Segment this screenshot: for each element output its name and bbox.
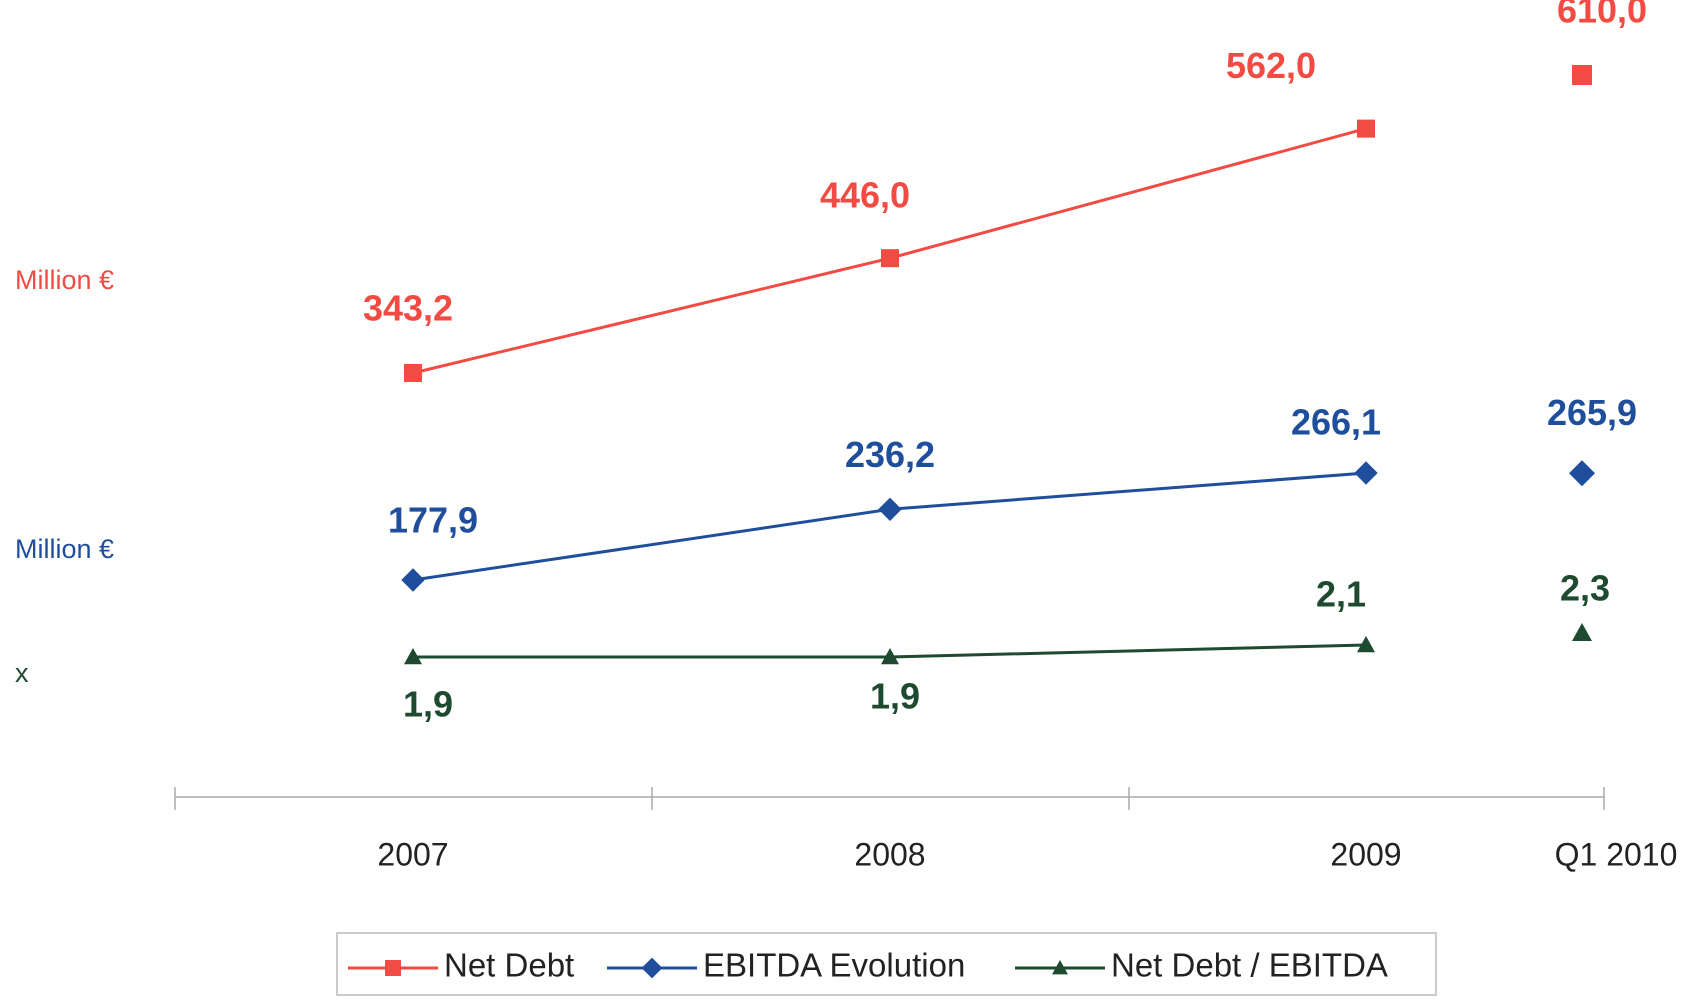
x-tick-label: 2007 (377, 836, 448, 872)
unit-label: Million € (15, 265, 114, 295)
marker (641, 957, 663, 979)
marker (1052, 960, 1068, 975)
data-label: 562,0 (1226, 45, 1316, 86)
data-label: 446,0 (820, 175, 910, 216)
x-tick-label: 2009 (1330, 836, 1401, 872)
data-label: 266,1 (1291, 402, 1381, 443)
marker (1357, 636, 1375, 653)
legend-label: Net Debt / EBITDA (1111, 947, 1388, 984)
marker (1354, 461, 1378, 485)
marker (1569, 460, 1595, 487)
data-label: 265,9 (1547, 392, 1637, 433)
legend-label: Net Debt (444, 947, 574, 984)
series-line (412, 471, 1367, 582)
data-label: 236,2 (845, 434, 935, 475)
marker (404, 364, 422, 382)
unit-label: Million € (15, 534, 114, 564)
marker (881, 249, 899, 268)
marker (1357, 119, 1375, 138)
marker (401, 568, 425, 592)
x-tick-label: 2008 (854, 836, 925, 872)
data-label: 1,9 (870, 676, 920, 717)
data-label: 610,0 (1557, 0, 1647, 31)
marker (878, 497, 902, 521)
marker (385, 960, 401, 976)
data-label: 2,1 (1316, 574, 1366, 615)
marker (881, 648, 899, 665)
marker (404, 648, 422, 665)
x-tick-label: Q1 2010 (1555, 836, 1678, 872)
data-label: 177,9 (388, 500, 478, 541)
legend: Net Debt EBITDA Evolution Net Debt / EBITD… (336, 932, 1437, 996)
data-label: 2,3 (1560, 568, 1610, 609)
marker (1572, 65, 1592, 85)
marker (1572, 623, 1592, 641)
data-label: 1,9 (403, 684, 453, 725)
legend-label: EBITDA Evolution (703, 947, 965, 984)
legend-box (336, 932, 1437, 996)
unit-label: x (15, 658, 29, 688)
data-label: 343,2 (363, 288, 453, 329)
